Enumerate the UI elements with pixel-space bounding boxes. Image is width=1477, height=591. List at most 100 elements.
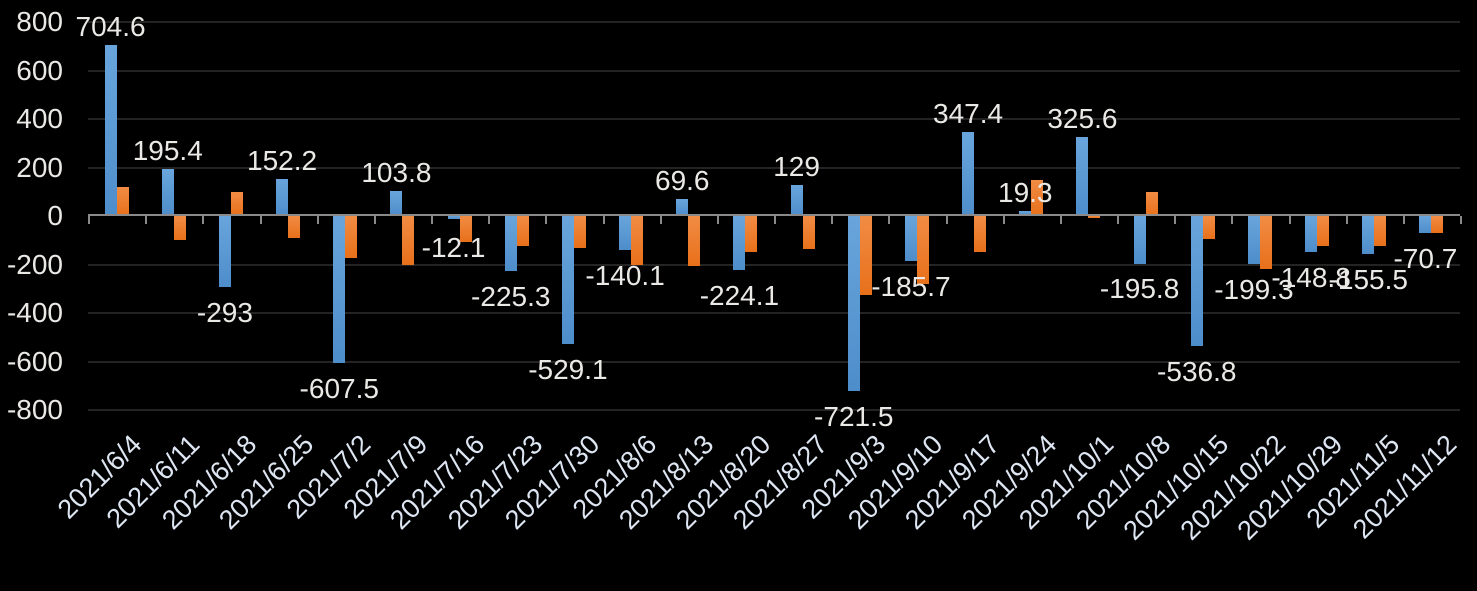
x-axis-tick [774,216,776,224]
data-label-2021/10/8: -195.8 [1099,273,1180,305]
bar-blue-series-2021/10/1 [1076,137,1089,216]
y-tick-label: 200 [16,151,63,183]
y-tick-label: 400 [16,103,63,134]
data-label-2021/6/25: 152.2 [247,145,318,177]
gridline-800 [88,21,1460,23]
data-label-2021/7/2: -607.5 [299,373,379,405]
y-tick-label: 600 [16,54,63,86]
x-axis-tick [431,216,433,224]
bar-orange-series-2021/8/20 [745,216,758,253]
data-label-2021/11/12: -70.7 [1393,243,1458,275]
x-axis-tick [1402,216,1405,224]
bar-blue-series-2021/7/16 [447,216,460,219]
data-label-2021/9/24: 19.3 [998,177,1053,209]
bar-orange-series-2021/9/10 [916,216,929,284]
bar-orange-series-2021/7/23 [516,216,529,247]
bar-orange-series-2021/7/2 [345,216,358,259]
x-axis-tick [202,216,205,224]
bar-blue-series-2021/10/8 [1133,216,1146,264]
x-axis-tick [259,216,262,224]
bar-orange-series-2021/6/18 [230,191,243,217]
x-axis-tick [1288,216,1291,224]
bar-orange-series-2021/7/16 [459,216,472,242]
bar-orange-series-2021/8/6 [631,216,644,265]
bar-orange-series-2021/6/4 [116,186,129,216]
y-tick-label: -600 [6,345,63,377]
bar-orange-series-2021/10/1 [1088,216,1101,218]
bar-blue-series-2021/11/12 [1419,216,1432,234]
x-axis-tick [659,216,662,224]
x-axis-tick [831,216,834,224]
y-tick-label: -200 [6,248,63,280]
y-tick-label: -800 [6,394,63,425]
y-tick-label: 0 [47,200,63,231]
x-axis-line [88,214,1460,216]
bar-blue-series-2021/6/4 [104,45,117,216]
bar-orange-series-2021/7/30 [573,216,586,248]
bar-orange-series-2021/9/24 [1031,179,1044,216]
bar-blue-series-2021/8/20 [733,216,746,271]
data-label-2021/7/9: 103.8 [361,156,432,188]
x-axis-tick [1345,216,1348,224]
data-label-2021/8/20: -224.1 [699,280,780,312]
data-label-2021/8/13: 69.6 [655,165,710,197]
data-label-2021/10/1: 325.6 [1047,103,1118,135]
gridline--800 [88,409,1460,411]
bar-blue-series-2021/10/15 [1190,216,1203,347]
bar-blue-series-2021/10/29 [1305,216,1318,253]
bar-orange-series-2021/10/29 [1317,216,1330,247]
bar-blue-series-2021/7/30 [561,216,574,345]
data-label-2021/8/6: -140.1 [585,259,665,291]
bar-orange-series-2021/10/22 [1259,216,1272,270]
bar-blue-series-2021/8/13 [676,199,689,216]
gridline--400 [88,312,1460,314]
gridline-200 [88,167,1460,169]
bar-blue-series-2021/8/27 [790,184,803,216]
x-axis-tick [945,216,948,224]
data-label-2021/6/11: 195.4 [132,134,203,166]
bar-blue-series-2021/7/2 [333,216,346,364]
data-label-2021/10/22: -199.3 [1214,274,1294,306]
bar-orange-series-2021/8/27 [802,216,815,249]
bar-orange-series-2021/11/5 [1374,216,1387,247]
bar-blue-series-2021/9/17 [962,131,975,216]
data-label-2021/9/10: -185.7 [871,271,951,303]
bar-blue-series-2021/8/6 [619,216,632,250]
x-axis-tick [545,216,548,224]
x-axis-tick [1174,216,1177,224]
x-axis-tick [888,216,891,224]
data-label-2021/9/17: 347.4 [933,97,1004,129]
bar-blue-series-2021/6/18 [218,216,231,288]
bar-blue-series-2021/7/9 [390,190,403,216]
bar-orange-series-2021/9/17 [974,216,987,253]
gridline--200 [88,264,1460,266]
data-label-2021/9/3: -721.5 [814,400,894,432]
data-label-2021/8/27: 129 [773,150,820,182]
x-axis-tick [602,216,605,224]
bar-blue-series-2021/11/5 [1362,216,1375,254]
gridline-600 [88,70,1460,72]
x-axis-tick [716,216,719,224]
bar-blue-series-2021/9/24 [1019,211,1032,216]
data-label-2021/10/15: -536.8 [1157,356,1237,388]
bar-orange-series-2021/10/8 [1145,191,1158,217]
data-label-2021/7/16: -12.1 [421,232,486,263]
x-axis-tick [1117,216,1119,224]
bar-orange-series-2021/11/12 [1431,216,1444,233]
x-axis-tick [88,216,90,224]
x-axis-tick [1002,216,1005,224]
bar-orange-series-2021/6/11 [173,216,186,241]
gridline-400 [88,118,1460,120]
y-tick-label: -400 [6,297,63,328]
data-label-2021/7/23: -225.3 [471,280,551,312]
bar-orange-series-2021/6/25 [288,216,301,238]
bar-orange-series-2021/7/9 [402,216,415,265]
bar-orange-series-2021/9/3 [859,216,872,295]
bar-blue-series-2021/6/11 [161,168,174,216]
bar-orange-series-2021/8/13 [688,216,701,266]
data-label-2021/6/4: 704.6 [75,11,146,43]
x-axis-tick [1231,216,1234,224]
data-label-2021/7/30: -529.1 [528,354,608,386]
bar-blue-series-2021/6/25 [276,179,289,216]
